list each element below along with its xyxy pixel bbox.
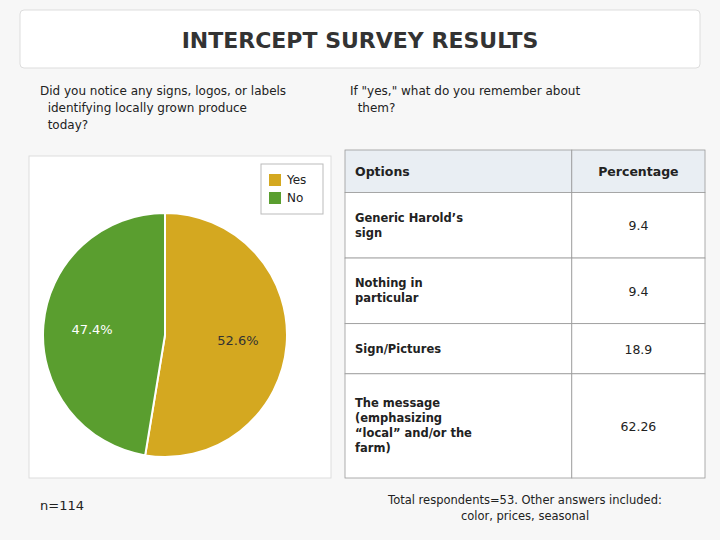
sample-size: n=114	[40, 498, 84, 513]
table-note: Total respondents=53. Other answers incl…	[387, 493, 662, 523]
question: Did you notice any signs, logos, or labe…	[40, 84, 286, 132]
table-cell	[345, 258, 572, 324]
table-cell	[572, 150, 705, 192]
table-option: Sign/Pictures	[355, 342, 441, 356]
table-header: Options	[355, 164, 410, 179]
table-cell	[572, 324, 705, 374]
legend: Yes No	[261, 164, 323, 214]
table-cell	[345, 150, 572, 192]
pie-box	[29, 156, 331, 478]
legend-frame	[261, 164, 323, 214]
title: INTERCEPT SURVEY RESULTS	[182, 28, 539, 53]
legend-swatch	[269, 174, 281, 186]
data-label: 47.4%	[71, 322, 112, 337]
table-value: 9.4	[628, 218, 648, 233]
title-bar	[20, 10, 700, 68]
table-option: Generic Harold’ssign	[355, 211, 463, 240]
table-option: Nothing inparticular	[355, 276, 423, 305]
table	[345, 150, 705, 478]
pie	[43, 213, 287, 457]
table-header: Percentage	[598, 164, 678, 179]
table-value: 62.26	[621, 418, 657, 433]
table-cell	[345, 374, 572, 478]
table-option: The message(emphasizing“local” and/or th…	[355, 396, 472, 455]
table-value: 9.4	[628, 283, 648, 298]
table-cell	[572, 374, 705, 478]
pie-slice	[145, 213, 287, 457]
legend-entry: No	[287, 191, 303, 205]
pie-slice	[43, 213, 165, 455]
chart-root: INTERCEPT SURVEY RESULTS Did you notice a…	[0, 0, 720, 540]
table-cell	[572, 192, 705, 258]
data-label: 52.6%	[217, 333, 258, 348]
table-cell	[345, 324, 572, 374]
legend-entry: Yes	[286, 173, 306, 187]
question: If "yes," what do you remember about the…	[350, 84, 580, 115]
table-value: 18.9	[624, 341, 652, 356]
background	[0, 0, 720, 540]
table-cell	[572, 258, 705, 324]
table-cell	[345, 192, 572, 258]
legend-swatch	[269, 192, 281, 204]
